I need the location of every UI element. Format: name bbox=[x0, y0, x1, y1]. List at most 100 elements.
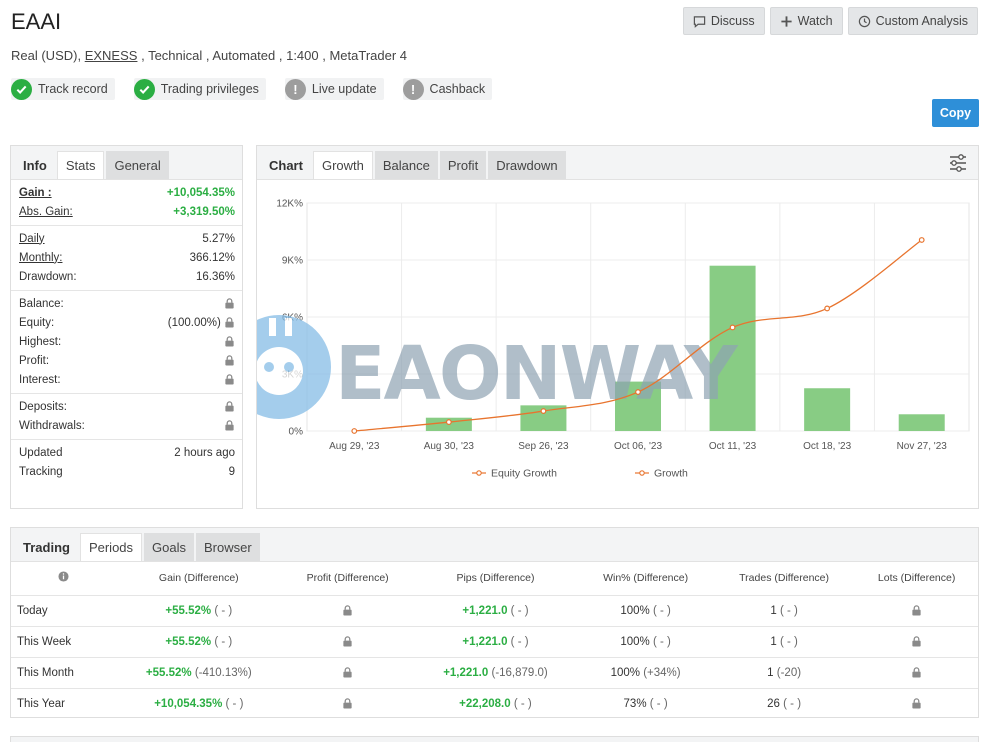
profit-row: Profit: bbox=[11, 351, 242, 370]
lock-icon bbox=[343, 636, 352, 647]
check-icon bbox=[11, 78, 32, 100]
deposits-group: Deposits: Withdrawals: bbox=[11, 394, 242, 440]
broker-link[interactable]: EXNESS bbox=[84, 48, 138, 63]
updated-value: 2 hours ago bbox=[174, 446, 235, 459]
status-badge: Track record bbox=[11, 78, 115, 100]
tab-stats[interactable]: Stats bbox=[56, 151, 105, 179]
abs-gain-label[interactable]: Abs. Gain: bbox=[19, 205, 73, 218]
info-header[interactable] bbox=[11, 562, 115, 596]
trades-diff: ( - ) bbox=[779, 604, 798, 617]
win-value: 100% bbox=[610, 666, 640, 679]
tab-periods[interactable]: Periods bbox=[79, 533, 143, 561]
trading-tabbar: Trading Periods Goals Browser bbox=[11, 528, 978, 562]
win-diff: ( - ) bbox=[652, 635, 671, 648]
win-diff: ( - ) bbox=[652, 604, 671, 617]
status-badge: ! Cashback bbox=[402, 78, 493, 100]
interest-label: Interest: bbox=[19, 373, 61, 386]
top-actions: Discuss Watch Custom Analysis bbox=[682, 7, 978, 35]
tracking-row: Tracking 9 bbox=[11, 462, 242, 481]
x-tick-label: Oct 06, '23 bbox=[614, 441, 662, 452]
drawdown-value: 16.36% bbox=[195, 270, 235, 283]
table-row: This Week +55.52% ( - ) +1,221.0 ( - ) 100%… bbox=[11, 626, 978, 658]
growth-point[interactable] bbox=[540, 408, 547, 414]
profit-cell bbox=[282, 595, 413, 627]
period-cell: This Month bbox=[11, 657, 115, 689]
growth-point[interactable] bbox=[445, 419, 452, 425]
deposits-label: Deposits: bbox=[19, 400, 67, 413]
growth-point[interactable] bbox=[635, 389, 641, 395]
legend-marker[interactable] bbox=[476, 470, 482, 476]
withdrawals-row: Withdrawals: bbox=[11, 416, 242, 435]
discuss-button[interactable]: Discuss bbox=[682, 7, 765, 35]
equity-growth-bar[interactable] bbox=[898, 414, 945, 431]
tab-profit[interactable]: Profit bbox=[439, 151, 487, 179]
monthly-label[interactable]: Monthly: bbox=[19, 251, 63, 264]
highest-label: Highest: bbox=[19, 335, 62, 348]
daily-label[interactable]: Daily bbox=[19, 232, 45, 245]
gain-cell: +55.52% ( - ) bbox=[115, 626, 283, 658]
legend-equity-growth[interactable]: Equity Growth bbox=[491, 468, 557, 480]
equity-growth-bar[interactable] bbox=[804, 388, 851, 431]
growth-point[interactable] bbox=[918, 237, 925, 243]
badge-label: Cashback bbox=[429, 82, 486, 96]
gain-diff: ( - ) bbox=[214, 635, 233, 648]
info-icon[interactable] bbox=[57, 571, 69, 582]
trading-panel: Trading Periods Goals Browser Gain (Diff… bbox=[10, 527, 979, 718]
lock-icon bbox=[225, 374, 234, 385]
drawdown-row: Drawdown: 16.36% bbox=[11, 267, 242, 286]
gain-label[interactable]: Gain : bbox=[19, 186, 52, 199]
tab-trading[interactable]: Trading bbox=[23, 539, 70, 555]
growth-point[interactable] bbox=[824, 305, 831, 312]
tab-goals[interactable]: Goals bbox=[144, 533, 194, 561]
legend-marker[interactable] bbox=[639, 470, 645, 476]
tab-info[interactable]: Info bbox=[23, 157, 47, 173]
copy-button[interactable]: Copy bbox=[932, 99, 979, 127]
interest-row: Interest: bbox=[11, 370, 242, 389]
lots-cell bbox=[855, 688, 978, 719]
gain-diff: ( - ) bbox=[225, 697, 244, 710]
growth-point[interactable] bbox=[729, 324, 736, 331]
watermark-logo bbox=[257, 315, 331, 419]
badge-label: Live update bbox=[311, 82, 377, 96]
gain-value: +10,054.35% bbox=[166, 186, 235, 199]
daily-row: Daily 5.27% bbox=[11, 229, 242, 248]
profit-label: Profit: bbox=[19, 354, 50, 367]
pips-diff: ( - ) bbox=[513, 697, 532, 710]
stats-panel: Info Stats General Gain : +10,054.35% Abs… bbox=[10, 145, 243, 509]
clock-icon bbox=[858, 15, 870, 27]
gain-value: +55.52% bbox=[165, 604, 212, 617]
lots-cell bbox=[855, 657, 978, 689]
pips-cell: +1,221.0 ( - ) bbox=[412, 626, 579, 658]
chart-settings-icon[interactable] bbox=[948, 153, 968, 173]
pips-cell: +1,221.0 ( - ) bbox=[412, 595, 579, 627]
equity-growth-bar[interactable] bbox=[709, 265, 756, 431]
chart-panel: Chart Growth Balance Profit Drawdown 0%3… bbox=[256, 145, 979, 509]
pips-diff: (-16,879.0) bbox=[491, 666, 548, 679]
tab-balance[interactable]: Balance bbox=[374, 151, 438, 179]
gain-diff: ( - ) bbox=[214, 604, 233, 617]
exclamation-icon: ! bbox=[402, 78, 424, 100]
trades-value: 1 bbox=[770, 604, 777, 617]
period-cell: This Year bbox=[17, 697, 65, 710]
updated-row: Updated 2 hours ago bbox=[11, 443, 242, 462]
equity-pct: (100.00%) bbox=[167, 316, 221, 329]
growth-point[interactable] bbox=[351, 428, 358, 434]
abs-gain-row: Abs. Gain: +3,319.50% bbox=[11, 202, 242, 221]
watch-button[interactable]: Watch bbox=[769, 7, 843, 35]
win-cell: 100% (+34%) bbox=[578, 657, 713, 689]
badge-label: Track record bbox=[38, 82, 108, 96]
tab-browser[interactable]: Browser bbox=[196, 533, 260, 561]
table-row: This Month +55.52% (-410.13%) +1,221.0 (-1… bbox=[11, 657, 978, 689]
legend-growth[interactable]: Growth bbox=[654, 468, 688, 480]
y-tick-label: 12K% bbox=[276, 199, 303, 210]
abs-gain-value: +3,319.50% bbox=[173, 205, 235, 218]
period-cell: Today bbox=[11, 595, 115, 627]
tab-general[interactable]: General bbox=[106, 151, 169, 179]
lock-icon bbox=[225, 336, 234, 347]
tab-growth[interactable]: Growth bbox=[312, 151, 373, 179]
trades-cell: 1 (-20) bbox=[712, 657, 856, 689]
tab-chart[interactable]: Chart bbox=[269, 157, 303, 173]
chat-icon bbox=[693, 15, 706, 28]
custom-analysis-button[interactable]: Custom Analysis bbox=[847, 7, 978, 35]
tab-drawdown[interactable]: Drawdown bbox=[488, 151, 566, 179]
